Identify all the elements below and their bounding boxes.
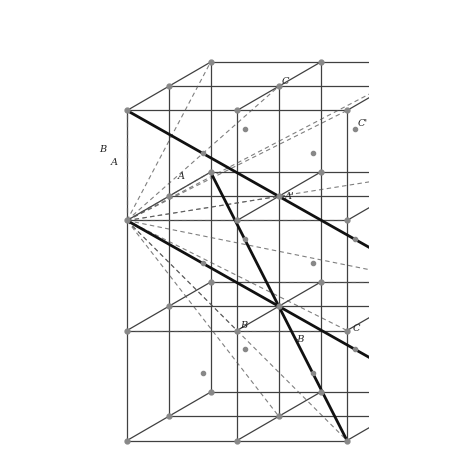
Text: A: A — [110, 158, 118, 167]
Text: C: C — [282, 76, 289, 85]
Text: C: C — [353, 324, 360, 332]
Text: A': A' — [284, 192, 294, 201]
Text: A: A — [177, 172, 184, 181]
Text: B: B — [99, 145, 106, 154]
Text: -B: -B — [295, 335, 305, 344]
Text: B: B — [240, 321, 247, 330]
Text: C': C' — [357, 119, 368, 128]
